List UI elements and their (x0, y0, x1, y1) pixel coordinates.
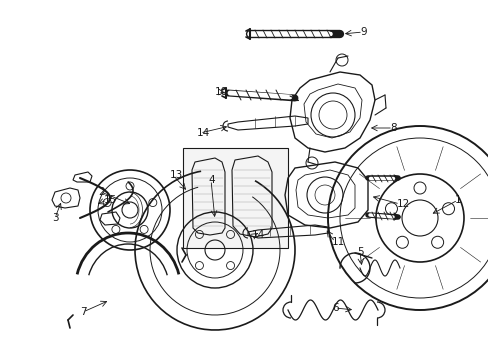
Text: 10: 10 (215, 87, 228, 97)
Text: 14: 14 (197, 128, 210, 138)
Text: 6: 6 (331, 303, 338, 313)
Text: 14: 14 (251, 230, 264, 240)
Text: 12: 12 (396, 199, 409, 209)
Text: 9: 9 (359, 27, 366, 37)
Text: 3: 3 (52, 213, 59, 223)
Text: 11: 11 (331, 237, 345, 247)
Text: 13: 13 (170, 170, 183, 180)
Text: 8: 8 (389, 123, 396, 133)
Bar (183, 148, 287, 248)
Text: 5: 5 (356, 247, 363, 257)
Text: 1: 1 (454, 195, 461, 205)
Text: 2: 2 (98, 187, 104, 197)
Text: 7: 7 (80, 307, 86, 317)
Text: 4: 4 (207, 175, 214, 185)
Text: 15: 15 (104, 195, 117, 205)
